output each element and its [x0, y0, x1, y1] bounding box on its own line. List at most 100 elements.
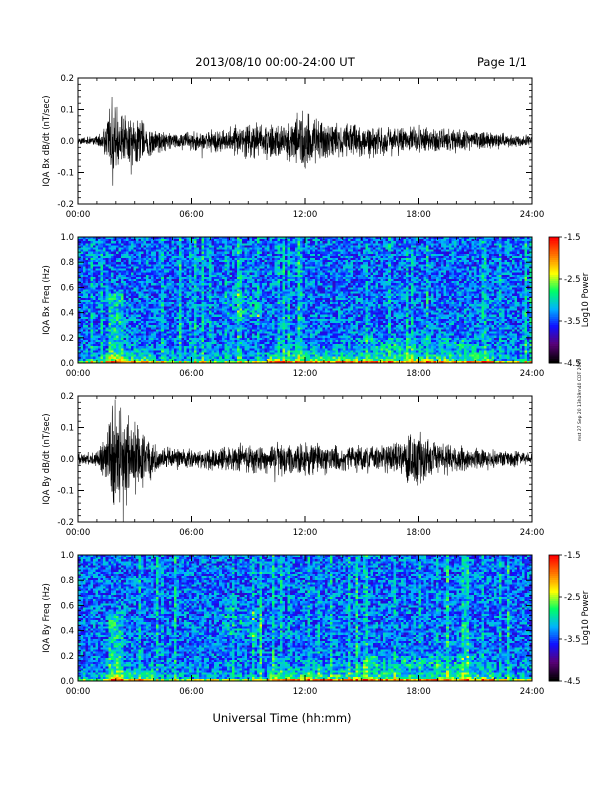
spectrogram-cell: [133, 260, 136, 262]
spectrogram-cell: [280, 325, 283, 327]
spectrogram-cell: [229, 359, 232, 361]
spectrogram-cell: [151, 285, 154, 287]
spectrogram-cell: [212, 250, 215, 252]
spectrogram-cell: [192, 304, 195, 306]
spectrogram-cell: [192, 269, 195, 271]
spectrogram-cell: [83, 319, 86, 321]
spectrogram-cell: [227, 353, 230, 355]
spectrogram-cell: [101, 344, 104, 346]
spectrogram-cell: [156, 279, 159, 281]
spectrogram-cell: [224, 241, 227, 243]
spectrogram-cell: [282, 239, 285, 241]
spectrogram-cell: [222, 334, 225, 336]
spectrogram-cell: [280, 264, 283, 266]
spectrogram-cell: [219, 340, 222, 342]
spectrogram-cell: [88, 327, 91, 329]
spectrogram-cell: [101, 273, 104, 275]
spectrogram-cell: [101, 359, 104, 361]
spectrogram-cell: [224, 334, 227, 336]
spectrogram-cell: [192, 344, 195, 346]
spectrogram-cell: [234, 269, 237, 271]
spectrogram-cell: [275, 294, 278, 296]
spectrogram-cell: [217, 332, 220, 334]
spectrogram-cell: [101, 348, 104, 350]
spectrogram-cell: [232, 279, 235, 281]
spectrogram-cell: [282, 287, 285, 289]
spectrogram-cell: [184, 329, 187, 331]
spectrogram-cell: [194, 304, 197, 306]
spectrogram-cell: [260, 243, 263, 245]
spectrogram-cell: [96, 260, 99, 262]
spectrogram-cell: [227, 325, 230, 327]
spectrogram-cell: [275, 271, 278, 273]
spectrogram-cell: [234, 258, 237, 260]
spectrogram-cell: [252, 252, 255, 254]
spectrogram-cell: [121, 306, 124, 308]
spectrogram-cell: [192, 336, 195, 338]
spectrogram-cell: [171, 334, 174, 336]
spectrogram-cell: [126, 239, 129, 241]
spectrogram-cell: [156, 348, 159, 350]
spectrogram-cell: [144, 260, 147, 262]
spectrogram-cell: [227, 266, 230, 268]
spectrogram-cell: [133, 348, 136, 350]
spectrogram-cell: [161, 327, 164, 329]
spectrogram-cell: [169, 350, 172, 352]
spectrogram-cell: [91, 252, 94, 254]
spectrogram-cell: [272, 294, 275, 296]
spectrogram-cell: [159, 338, 162, 340]
spectrogram-cell: [237, 296, 240, 298]
spectrogram-cell: [123, 327, 126, 329]
spectrogram-cell: [179, 264, 182, 266]
spectrogram-cell: [267, 260, 270, 262]
spectrogram-cell: [101, 287, 104, 289]
spectrogram-cell: [103, 285, 106, 287]
spectrogram-cell: [244, 332, 247, 334]
spectrogram-cell: [123, 342, 126, 344]
spectrogram-cell: [111, 252, 114, 254]
spectrogram-cell: [227, 294, 230, 296]
spectrogram-cell: [81, 325, 84, 327]
spectrogram-cell: [174, 319, 177, 321]
spectrogram-cell: [265, 243, 268, 245]
spectrogram-cell: [139, 327, 142, 329]
spectrogram-cell: [239, 357, 242, 359]
spectrogram-cell: [171, 269, 174, 271]
spectrogram-cell: [272, 355, 275, 357]
spectrogram-cell: [86, 285, 89, 287]
spectrogram-cell: [88, 285, 91, 287]
spectrogram-cell: [91, 264, 94, 266]
spectrogram-cell: [219, 355, 222, 357]
spectrogram-cell: [280, 258, 283, 260]
spectrogram-cell: [209, 271, 212, 273]
spectrogram-cell: [262, 292, 265, 294]
spectrogram-cell: [136, 283, 139, 285]
spectrogram-cell: [169, 332, 172, 334]
spectrogram-cell: [184, 248, 187, 250]
spectrogram-cell: [131, 239, 134, 241]
spectrogram-cell: [123, 344, 126, 346]
spectrogram-cell: [126, 315, 129, 317]
spectrogram-cell: [141, 359, 144, 361]
spectrogram-cell: [83, 281, 86, 283]
spectrogram-cell: [250, 252, 253, 254]
spectrogram-cell: [169, 290, 172, 292]
spectrogram-cell: [113, 273, 116, 275]
spectrogram-cell: [113, 342, 116, 344]
spectrogram-cell: [257, 256, 260, 258]
spectrogram-cell: [88, 283, 91, 285]
spectrogram-cell: [96, 315, 99, 317]
spectrogram-cell: [86, 273, 89, 275]
spectrogram-cell: [81, 355, 84, 357]
spectrogram-cell: [93, 308, 96, 310]
spectrogram-cell: [214, 340, 217, 342]
spectrogram-cell: [141, 327, 144, 329]
spectrogram-cell: [149, 319, 152, 321]
spectrogram-cell: [209, 281, 212, 283]
spectrogram-cell: [174, 239, 177, 241]
spectrogram-cell: [209, 243, 212, 245]
spectrogram-cell: [234, 248, 237, 250]
spectrogram-cell: [174, 325, 177, 327]
spectrogram-cell: [239, 306, 242, 308]
spectrogram-cell: [164, 283, 167, 285]
